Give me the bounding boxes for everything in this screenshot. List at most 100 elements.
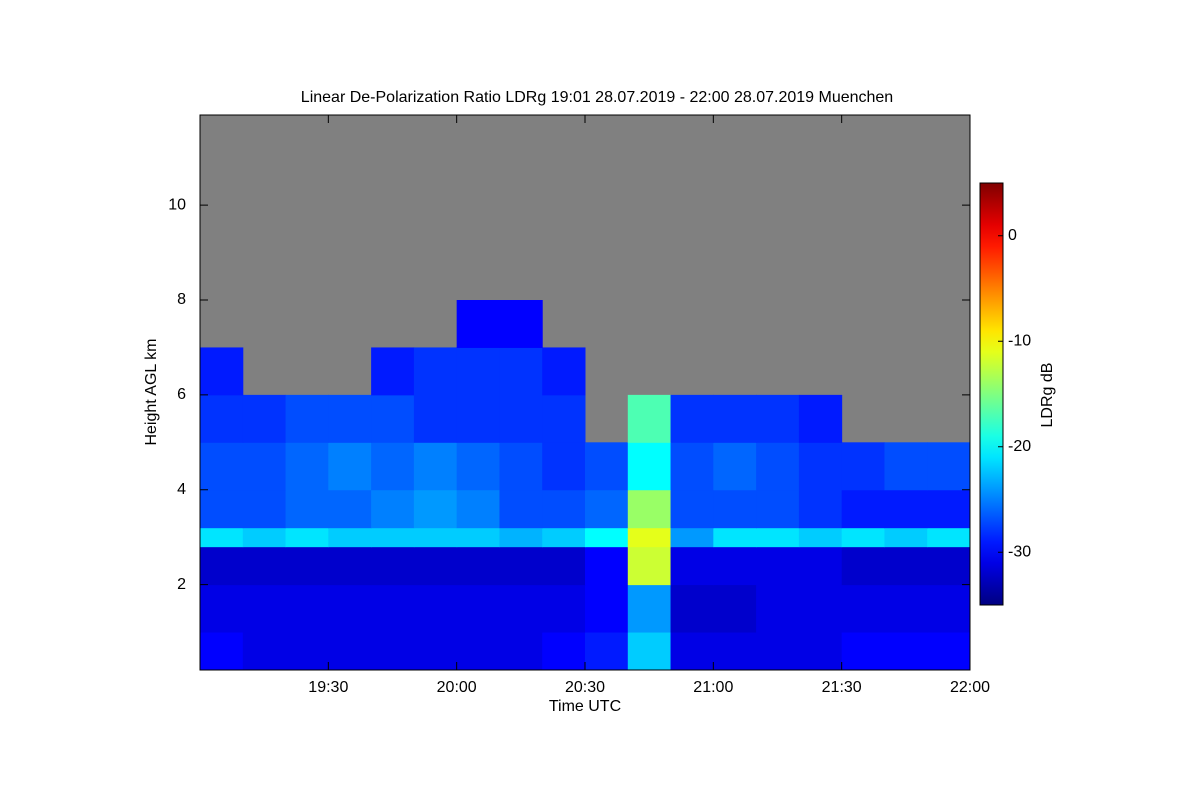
colorbar-tick-label: 0: [1008, 227, 1017, 244]
heatmap-cell: [627, 394, 672, 443]
heatmap-cell: [371, 394, 415, 443]
heatmap-cell: [200, 546, 244, 586]
heatmap-cell: [242, 394, 287, 443]
heatmap-cell: [285, 394, 329, 443]
colorbar-label: LDRg dB: [1039, 363, 1056, 428]
heatmap-cell: [499, 347, 543, 396]
heatmap-cell: [328, 442, 372, 491]
x-tick-label: 19:30: [308, 679, 348, 696]
heatmap-cell: [499, 489, 543, 529]
heatmap-cell: [798, 442, 843, 491]
heatmap-cell: [456, 300, 500, 348]
heatmap-cell: [328, 394, 372, 443]
heatmap-cell: [542, 546, 586, 586]
heatmap-cell: [200, 632, 244, 671]
heatmap-cell: [756, 442, 800, 491]
y-tick-label: 2: [177, 576, 186, 593]
x-axis-label: Time UTC: [549, 698, 621, 715]
heatmap-cell: [670, 584, 714, 633]
heatmap-cell: [242, 527, 287, 548]
heatmap-cell: [200, 347, 244, 396]
heatmap-cell: [927, 442, 971, 491]
heatmap-cell: [627, 546, 672, 586]
heatmap-cell: [285, 442, 329, 491]
heatmap-cell: [285, 632, 329, 671]
heatmap-cell: [713, 584, 757, 633]
heatmap-cell: [542, 394, 586, 443]
heatmap-cell: [413, 546, 458, 586]
heatmap-cell: [371, 632, 415, 671]
heatmap-cell: [413, 489, 458, 529]
heatmap-cell: [713, 394, 757, 443]
heatmap-cell: [456, 632, 500, 671]
heatmap-cell: [242, 442, 287, 491]
heatmap-cell: [927, 584, 971, 633]
y-tick-label: 10: [168, 196, 186, 213]
heatmap-cell: [756, 632, 800, 671]
heatmap-cell: [670, 632, 714, 671]
heatmap-cell: [456, 546, 500, 586]
heatmap-cell: [456, 442, 500, 491]
heatmap-cell: [927, 632, 971, 671]
heatmap-cell: [884, 584, 928, 633]
heatmap-cell: [627, 584, 672, 633]
y-tick-label: 8: [177, 291, 186, 308]
heatmap-cell: [542, 527, 586, 548]
x-tick-label: 21:30: [822, 679, 862, 696]
heatmap-cell: [499, 394, 543, 443]
heatmap-cell: [242, 546, 287, 586]
heatmap-cell: [884, 527, 928, 548]
heatmap-cell: [713, 527, 757, 548]
heatmap-cell: [499, 300, 543, 348]
heatmap-cell: [585, 584, 629, 633]
heatmap-cell: [841, 546, 885, 586]
heatmap-cell: [798, 632, 843, 671]
heatmap-cell: [328, 632, 372, 671]
x-tick-label: 22:00: [950, 679, 990, 696]
x-tick-label: 20:00: [437, 679, 477, 696]
heatmap-cell: [585, 527, 629, 548]
heatmap-cell: [670, 442, 714, 491]
heatmap-cell: [371, 347, 415, 396]
heatmap-cell: [627, 489, 672, 529]
heatmap-cell: [927, 546, 971, 586]
heatmap-cell: [413, 584, 458, 633]
heatmap-cell: [542, 584, 586, 633]
heatmap-cell: [413, 442, 458, 491]
heatmap-cell: [200, 527, 244, 548]
heatmap-cell: [456, 489, 500, 529]
heatmap-cell: [670, 394, 714, 443]
heatmap-cell: [756, 394, 800, 443]
heatmap-cell: [798, 546, 843, 586]
heatmap-cell: [456, 527, 500, 548]
heatmap-cell: [585, 546, 629, 586]
heatmap-cell: [456, 584, 500, 633]
heatmap-cell: [499, 442, 543, 491]
x-tick-label: 21:00: [693, 679, 733, 696]
heatmap-cell: [456, 394, 500, 443]
heatmap-cell: [542, 347, 586, 396]
heatmap-cell: [841, 442, 885, 491]
heatmap-cell: [200, 442, 244, 491]
heatmap-cell: [713, 442, 757, 491]
heatmap-cell: [242, 632, 287, 671]
heatmap-cell: [328, 527, 372, 548]
heatmap-cell: [499, 527, 543, 548]
heatmap-cell: [200, 584, 244, 633]
heatmap-cell: [285, 584, 329, 633]
colorbar-tick-label: -30: [1008, 543, 1031, 560]
heatmap-cell: [242, 584, 287, 633]
heatmap-cell: [713, 489, 757, 529]
heatmap-cell: [285, 489, 329, 529]
heatmap-cell: [371, 489, 415, 529]
heatmap-cell: [713, 632, 757, 671]
y-tick-label: 4: [177, 481, 186, 498]
heatmap-cell: [413, 527, 458, 548]
heatmap-cell: [413, 632, 458, 671]
heatmap-cell: [585, 489, 629, 529]
heatmap-cell: [756, 527, 800, 548]
heatmap-cell: [670, 489, 714, 529]
colorbar-tick-label: -10: [1008, 332, 1031, 349]
heatmap-cell: [670, 546, 714, 586]
